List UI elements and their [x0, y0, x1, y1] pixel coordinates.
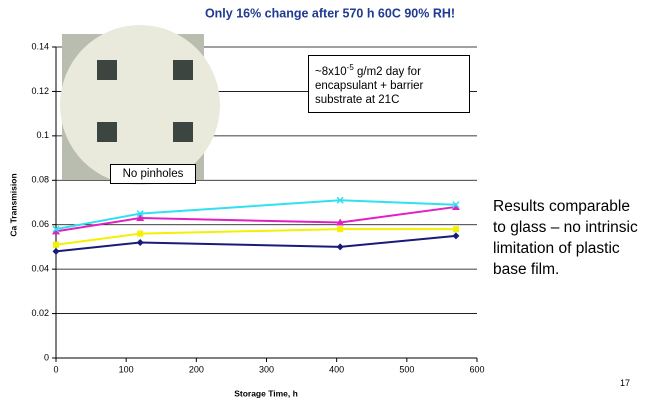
- y-tick-label: 0.14: [31, 41, 49, 51]
- marker: [453, 226, 459, 232]
- y-tick-label: 0: [44, 352, 49, 362]
- x-tick-label: 200: [189, 364, 204, 374]
- x-tick-label: 0: [53, 364, 58, 374]
- photo-pad: [173, 122, 193, 142]
- annotation: ~8x10-5 g/m2 day for encapsulant + barri…: [308, 55, 470, 113]
- y-tick-label: 0.08: [31, 175, 49, 185]
- x-tick-label: 300: [259, 364, 274, 374]
- series-line: [56, 207, 456, 231]
- inset-label: No pinholes: [110, 164, 196, 184]
- y-tick-label: 0.06: [31, 219, 49, 229]
- y-axis-label: Ca Transmision: [8, 173, 18, 236]
- marker: [53, 242, 59, 248]
- y-tick-label: 0.1: [36, 130, 49, 140]
- marker: [53, 248, 60, 255]
- x-axis-label: Storage Time, h: [234, 388, 298, 398]
- photo-pad: [97, 60, 117, 80]
- x-tick-label: 500: [399, 364, 414, 374]
- marker: [337, 226, 343, 232]
- y-tick-label: 0.04: [31, 264, 49, 274]
- y-tick-label: 0.12: [31, 86, 49, 96]
- marker: [337, 243, 344, 250]
- annotation-text: ~8x10: [315, 66, 347, 78]
- marker: [137, 231, 143, 237]
- photo-pad: [97, 122, 117, 142]
- slide: Only 16% change after 570 h 60C 90% RH! …: [0, 0, 648, 402]
- x-tick-label: 600: [469, 364, 484, 374]
- marker: [137, 239, 144, 246]
- series-line: [56, 236, 456, 252]
- photo-disc: [60, 25, 220, 185]
- x-tick-label: 400: [329, 364, 344, 374]
- x-tick-label: 100: [119, 364, 134, 374]
- annotation-exponent: -5: [347, 63, 354, 72]
- y-tick-label: 0.02: [31, 308, 49, 318]
- page-number: 17: [620, 378, 630, 388]
- marker: [452, 232, 459, 239]
- side-text: Results comparable to glass – no intrins…: [493, 196, 643, 280]
- photo-pad: [173, 60, 193, 80]
- inset-photo: [60, 25, 220, 185]
- chart-title: Only 16% change after 570 h 60C 90% RH!: [205, 6, 455, 20]
